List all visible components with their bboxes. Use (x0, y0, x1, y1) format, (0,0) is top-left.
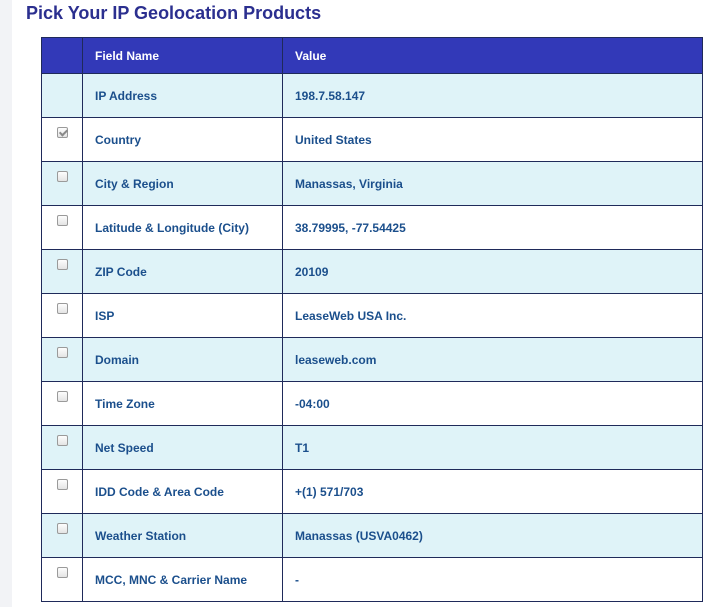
field-name: Weather Station (82, 513, 283, 558)
row-select-cell (41, 117, 83, 162)
header-value: Value (282, 37, 703, 74)
field-name: Latitude & Longitude (City) (82, 205, 283, 250)
field-value: -04:00 (282, 381, 703, 426)
page-title: Pick Your IP Geolocation Products (26, 3, 322, 23)
isp-checkbox[interactable] (56, 303, 68, 314)
table-row: IDD Code & Area Code +(1) 571/703 (41, 469, 703, 514)
idd-area-code-checkbox[interactable] (56, 479, 68, 490)
table-row: City & Region Manassas, Virginia (41, 161, 703, 206)
table-row: Weather Station Manassas (USVA0462) (41, 513, 703, 558)
row-select-cell (41, 161, 83, 206)
field-name: Country (82, 117, 283, 162)
net-speed-checkbox[interactable] (56, 435, 68, 446)
table-row: Net Speed T1 (41, 425, 703, 470)
header-select (41, 37, 83, 74)
domain-checkbox[interactable] (56, 347, 68, 358)
field-name: ZIP Code (82, 249, 283, 294)
table-row: Time Zone -04:00 (41, 381, 703, 426)
row-select-cell (41, 73, 83, 118)
city-region-checkbox[interactable] (56, 171, 68, 182)
mcc-mnc-carrier-checkbox[interactable] (56, 567, 68, 578)
time-zone-checkbox[interactable] (56, 391, 68, 402)
row-select-cell (41, 337, 83, 382)
field-value: - (282, 557, 703, 602)
field-name: MCC, MNC & Carrier Name (82, 557, 283, 602)
table-row: IP Address 198.7.58.147 (41, 73, 703, 118)
row-select-cell (41, 249, 83, 294)
field-value: LeaseWeb USA Inc. (282, 293, 703, 338)
field-name: IDD Code & Area Code (82, 469, 283, 514)
field-value: 20109 (282, 249, 703, 294)
table-row: MCC, MNC & Carrier Name - (41, 557, 703, 602)
field-name: ISP (82, 293, 283, 338)
row-select-cell (41, 513, 83, 558)
field-name: Domain (82, 337, 283, 382)
field-name: City & Region (82, 161, 283, 206)
table-row: Country United States (41, 117, 703, 162)
field-value: Manassas (USVA0462) (282, 513, 703, 558)
table-row: ISP LeaseWeb USA Inc. (41, 293, 703, 338)
field-name: Net Speed (82, 425, 283, 470)
country-checkbox (56, 127, 68, 138)
row-select-cell (41, 381, 83, 426)
zip-code-checkbox[interactable] (56, 259, 68, 270)
field-name: Time Zone (82, 381, 283, 426)
geolocation-products-table: Field Name Value IP Address 198.7.58.147… (41, 37, 703, 602)
latitude-longitude-checkbox[interactable] (56, 215, 68, 226)
header-field-name: Field Name (82, 37, 283, 74)
field-value: leaseweb.com (282, 337, 703, 382)
row-select-cell (41, 205, 83, 250)
field-value: T1 (282, 425, 703, 470)
row-select-cell (41, 557, 83, 602)
table-row: Latitude & Longitude (City) 38.79995, -7… (41, 205, 703, 250)
weather-station-checkbox[interactable] (56, 523, 68, 534)
row-select-cell (41, 425, 83, 470)
table-header-row: Field Name Value (41, 37, 703, 74)
field-value: +(1) 571/703 (282, 469, 703, 514)
field-value: 38.79995, -77.54425 (282, 205, 703, 250)
row-select-cell (41, 293, 83, 338)
field-name: IP Address (82, 73, 283, 118)
field-value: United States (282, 117, 703, 162)
table-row: Domain leaseweb.com (41, 337, 703, 382)
row-select-cell (41, 469, 83, 514)
field-value: Manassas, Virginia (282, 161, 703, 206)
field-value: 198.7.58.147 (282, 73, 703, 118)
table-row: ZIP Code 20109 (41, 249, 703, 294)
